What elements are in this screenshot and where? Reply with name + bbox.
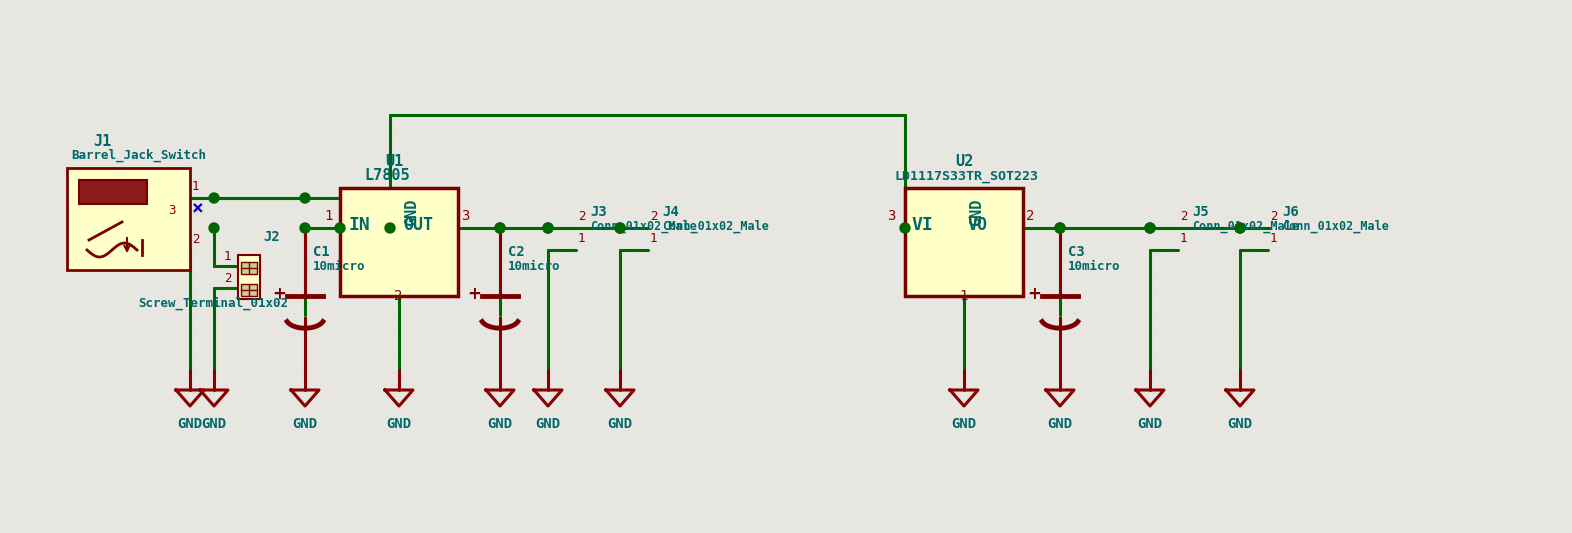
- Text: U2: U2: [954, 154, 973, 169]
- Text: GND: GND: [1228, 417, 1253, 431]
- Text: 2: 2: [1027, 209, 1034, 223]
- Circle shape: [542, 223, 553, 233]
- Text: VI: VI: [912, 216, 932, 234]
- Circle shape: [1144, 223, 1155, 233]
- Text: GND: GND: [387, 417, 412, 431]
- Bar: [340, 188, 457, 296]
- Text: C1: C1: [313, 245, 330, 259]
- Text: +: +: [1027, 285, 1041, 303]
- Text: GND: GND: [201, 417, 226, 431]
- Text: GND: GND: [292, 417, 318, 431]
- Circle shape: [495, 223, 505, 233]
- Text: U1: U1: [385, 154, 402, 169]
- Text: 2: 2: [578, 210, 585, 223]
- Text: J6: J6: [1283, 205, 1298, 219]
- Text: 1: 1: [1181, 232, 1187, 245]
- Text: GND: GND: [487, 417, 512, 431]
- Text: +: +: [467, 285, 481, 303]
- Text: IN: IN: [347, 216, 369, 234]
- Text: 1: 1: [324, 209, 332, 223]
- Circle shape: [385, 223, 395, 233]
- Circle shape: [1055, 223, 1064, 233]
- Circle shape: [300, 223, 310, 233]
- Text: 3: 3: [887, 209, 896, 223]
- Text: C2: C2: [508, 245, 525, 259]
- Text: GND: GND: [1138, 417, 1163, 431]
- Circle shape: [901, 223, 910, 233]
- Text: J5: J5: [1192, 205, 1209, 219]
- Text: GND: GND: [951, 417, 976, 431]
- Text: Conn_01x02_Male: Conn_01x02_Male: [1192, 220, 1298, 233]
- Text: 10micro: 10micro: [508, 260, 561, 273]
- Text: +: +: [272, 285, 286, 303]
- Text: 2: 2: [395, 289, 402, 303]
- Text: Barrel_Jack_Switch: Barrel_Jack_Switch: [71, 149, 206, 163]
- Text: 3: 3: [168, 204, 176, 217]
- Circle shape: [1055, 223, 1064, 233]
- Circle shape: [209, 223, 219, 233]
- Text: 1: 1: [192, 180, 200, 193]
- Text: 2: 2: [649, 210, 657, 223]
- Circle shape: [615, 223, 626, 233]
- Text: 2: 2: [192, 233, 200, 246]
- Bar: [79, 180, 148, 204]
- Text: OUT: OUT: [402, 216, 432, 234]
- Text: 1: 1: [649, 232, 657, 245]
- Bar: [905, 188, 1023, 296]
- Circle shape: [495, 223, 505, 233]
- Circle shape: [335, 223, 344, 233]
- Text: C3: C3: [1067, 245, 1085, 259]
- Text: 2: 2: [1270, 210, 1278, 223]
- Text: GND: GND: [607, 417, 632, 431]
- Text: J2: J2: [263, 230, 280, 244]
- Text: VO: VO: [968, 216, 987, 234]
- Text: Conn_01x02_Male: Conn_01x02_Male: [662, 220, 769, 233]
- Circle shape: [542, 223, 553, 233]
- Text: 1: 1: [578, 232, 585, 245]
- Text: J3: J3: [590, 205, 607, 219]
- Text: 10micro: 10micro: [1067, 260, 1121, 273]
- Text: GND: GND: [178, 417, 203, 431]
- Bar: [241, 262, 256, 274]
- Text: Conn_01x02_Male: Conn_01x02_Male: [1283, 220, 1390, 233]
- Circle shape: [615, 223, 626, 233]
- Text: 1: 1: [1270, 232, 1278, 245]
- Circle shape: [209, 193, 219, 203]
- Circle shape: [300, 193, 310, 203]
- Text: GND: GND: [404, 199, 420, 226]
- Text: GND: GND: [968, 199, 984, 226]
- Text: Screw_Terminal_01x02: Screw_Terminal_01x02: [138, 297, 288, 310]
- Text: LD1117S33TR_SOT223: LD1117S33TR_SOT223: [894, 171, 1039, 183]
- Text: J4: J4: [662, 205, 679, 219]
- Bar: [237, 255, 259, 299]
- Bar: [241, 284, 256, 296]
- Text: 1: 1: [959, 289, 967, 303]
- Text: GND: GND: [536, 417, 561, 431]
- Circle shape: [1236, 223, 1245, 233]
- Text: ×: ×: [192, 199, 204, 218]
- Text: 2: 2: [223, 272, 231, 285]
- Text: J1: J1: [93, 134, 112, 149]
- Text: GND: GND: [1047, 417, 1072, 431]
- Text: 3: 3: [461, 209, 470, 223]
- Text: 10micro: 10micro: [313, 260, 366, 273]
- Circle shape: [1144, 223, 1155, 233]
- Text: Conn_01x02_Male: Conn_01x02_Male: [590, 220, 696, 233]
- Text: 2: 2: [1181, 210, 1187, 223]
- Text: 1: 1: [223, 250, 231, 263]
- Bar: [68, 168, 190, 270]
- Text: L7805: L7805: [365, 168, 410, 183]
- Circle shape: [1236, 223, 1245, 233]
